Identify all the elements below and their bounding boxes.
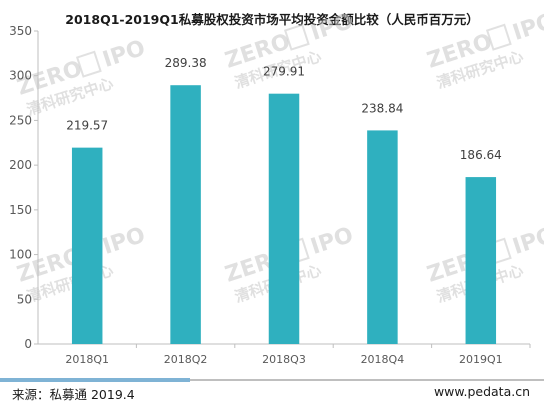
data-label: 289.38 <box>165 56 207 70</box>
source-note: 来源：私募通 2019.4 <box>12 387 135 402</box>
data-label: 238.84 <box>361 101 403 115</box>
y-tick-label: 100 <box>9 248 32 262</box>
footer-divider <box>0 378 544 382</box>
y-tick-label: 0 <box>24 337 32 351</box>
watermark-brand-suffix: IPO <box>308 223 357 260</box>
bar <box>367 130 398 344</box>
watermark-brand-suffix: IPO <box>100 223 149 260</box>
watermark-brand-suffix: IPO <box>510 223 544 260</box>
data-label: 219.57 <box>66 119 108 133</box>
bars <box>71 85 497 345</box>
y-tick-label: 250 <box>9 113 32 127</box>
x-tick-label: 2018Q4 <box>361 353 405 366</box>
bar <box>170 85 201 344</box>
watermark-brand-suffix: IPO <box>510 9 544 46</box>
x-tick-label: 2018Q1 <box>65 353 109 366</box>
y-tick-label: 150 <box>9 203 32 217</box>
x-tick-label: 2019Q1 <box>459 353 503 366</box>
bar <box>465 177 497 344</box>
y-tick-label: 350 <box>9 24 32 38</box>
y-tick-label: 300 <box>9 69 32 83</box>
watermark-brand-suffix: IPO <box>100 36 149 73</box>
y-tick-label: 200 <box>9 158 32 172</box>
watermark-logo-icon <box>283 23 310 51</box>
x-tick-label: 2018Q3 <box>262 353 306 366</box>
x-tick-label: 2018Q2 <box>164 353 208 366</box>
source-url[interactable]: www.pedata.cn <box>433 384 530 399</box>
watermark-brand-suffix: IPO <box>308 9 357 46</box>
chart-title: 2018Q1-2019Q1私募股权投资市场平均投资金额比较（人民币百万元） <box>65 12 479 27</box>
data-label: 186.64 <box>460 148 502 162</box>
data-label: 279.91 <box>263 65 305 79</box>
data-labels: 219.57 289.38 279.91 238.84 186.64 <box>66 56 502 162</box>
y-tick-label: 50 <box>17 292 32 306</box>
bar <box>71 147 103 344</box>
axes: 0 50 100 150 200 250 300 350 2018Q1 2018Q2 2018Q3 2… <box>9 24 531 366</box>
watermark-logo-icon <box>485 23 512 51</box>
bar <box>268 93 300 345</box>
watermark-logo-icon <box>75 50 102 78</box>
